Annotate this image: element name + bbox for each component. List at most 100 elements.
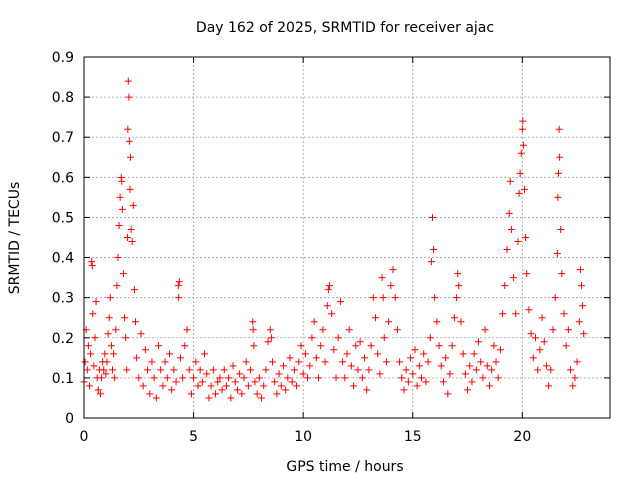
- data-point: [279, 362, 287, 370]
- data-point: [284, 374, 292, 382]
- data-point: [101, 350, 109, 358]
- y-tick-label: 0: [65, 411, 74, 427]
- y-tick-label: 0.2: [52, 331, 74, 347]
- points-layer: [80, 77, 588, 402]
- data-point: [165, 350, 173, 358]
- data-point: [113, 282, 121, 290]
- data-point: [190, 374, 198, 382]
- plot-frame: [83, 56, 611, 419]
- data-point: [104, 330, 112, 338]
- data-point: [339, 358, 347, 366]
- data-point: [514, 238, 522, 246]
- data-point: [123, 234, 131, 241]
- data-point: [400, 386, 408, 394]
- data-point: [297, 342, 305, 350]
- data-point: [118, 205, 126, 213]
- data-point: [89, 310, 97, 318]
- data-point: [479, 374, 487, 382]
- data-point: [516, 169, 524, 177]
- data-point: [112, 326, 120, 334]
- data-point: [468, 378, 476, 386]
- data-point: [454, 270, 462, 278]
- data-point: [130, 286, 138, 294]
- data-point: [144, 366, 152, 374]
- data-point: [430, 246, 438, 254]
- data-point: [374, 350, 382, 358]
- data-point: [345, 326, 353, 334]
- data-point: [103, 358, 111, 366]
- data-point: [286, 354, 294, 362]
- data-point: [275, 370, 283, 378]
- data-point: [148, 358, 156, 366]
- data-point: [485, 382, 493, 390]
- data-point: [111, 374, 119, 382]
- data-point: [128, 238, 136, 246]
- data-point: [90, 362, 98, 370]
- data-point: [159, 382, 167, 390]
- data-point: [122, 334, 130, 342]
- data-point: [168, 386, 176, 394]
- data-point: [102, 370, 110, 378]
- data-point: [453, 294, 461, 302]
- data-point: [317, 342, 325, 350]
- data-point: [299, 370, 307, 378]
- data-point: [551, 294, 559, 302]
- data-point: [409, 370, 417, 378]
- chart-title: Day 162 of 2025, SRMTID for receiver aja…: [196, 20, 494, 36]
- data-point: [519, 117, 527, 125]
- data-point: [562, 342, 570, 350]
- data-point: [81, 358, 89, 366]
- data-point: [240, 374, 248, 382]
- data-point: [91, 334, 99, 342]
- data-point: [466, 362, 474, 370]
- y-tick-label: 0.9: [52, 50, 74, 66]
- data-point: [194, 382, 202, 390]
- data-point: [196, 366, 204, 374]
- data-point: [125, 137, 133, 145]
- data-point: [126, 153, 134, 161]
- data-point: [361, 354, 369, 362]
- data-point: [312, 354, 320, 362]
- data-point: [220, 366, 228, 374]
- data-point: [179, 374, 187, 382]
- data-point: [115, 221, 123, 229]
- data-point: [114, 254, 122, 262]
- data-point: [227, 394, 235, 402]
- data-point: [100, 366, 108, 374]
- y-tick-label: 0.1: [52, 371, 74, 387]
- data-point: [534, 366, 542, 374]
- data-point: [116, 193, 124, 201]
- data-point: [137, 330, 145, 338]
- data-point: [378, 274, 386, 282]
- data-point: [426, 334, 434, 342]
- data-point: [250, 342, 258, 350]
- data-point: [446, 370, 454, 378]
- data-point: [376, 370, 384, 378]
- data-point: [247, 366, 255, 374]
- data-point: [472, 366, 480, 374]
- data-point: [98, 374, 106, 382]
- data-point: [477, 358, 485, 366]
- data-point: [170, 366, 178, 374]
- data-point: [262, 366, 270, 374]
- data-point: [555, 125, 563, 133]
- ticks-layer: 0 0.1 0.2 0.3 0.4 0.5 0.6 0.7 0.8 0.9 0 5 10 15 20: [52, 50, 610, 445]
- data-point: [505, 209, 513, 217]
- x-tick-label: 5: [189, 429, 198, 445]
- data-point: [84, 342, 92, 350]
- data-point: [203, 370, 211, 378]
- y-tick-label: 0.7: [52, 130, 74, 146]
- data-point: [427, 258, 435, 266]
- data-point: [527, 330, 535, 338]
- data-point: [336, 298, 344, 306]
- data-point: [181, 342, 189, 350]
- data-point: [271, 378, 279, 386]
- data-point: [542, 362, 550, 370]
- data-point: [214, 378, 222, 386]
- data-point: [249, 326, 257, 334]
- data-point: [431, 294, 439, 302]
- data-point: [573, 358, 581, 366]
- data-point: [576, 266, 584, 274]
- data-point: [251, 378, 259, 386]
